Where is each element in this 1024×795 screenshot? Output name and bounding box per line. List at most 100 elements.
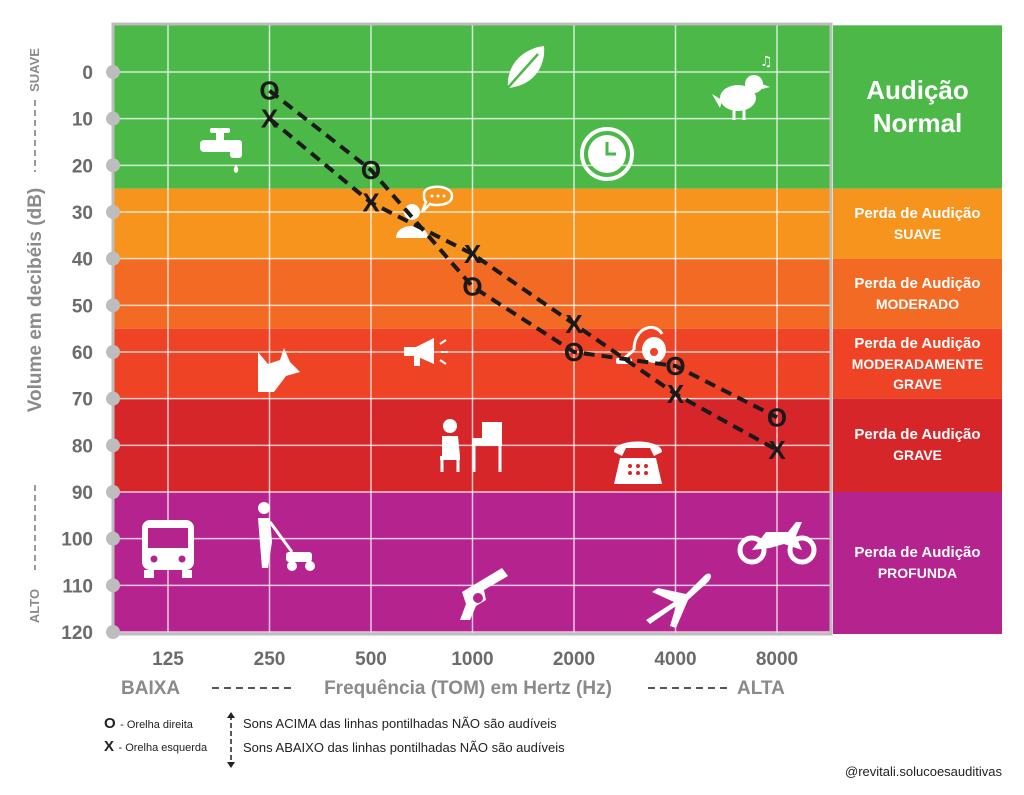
x-axis-label: Frequência (TOM) em Hertz (Hz) <box>324 678 612 699</box>
y-top-label: SUAVE <box>27 48 42 92</box>
legend-below-text: Sons ABAIXO das linhas pontilhadas NÃO s… <box>243 740 565 755</box>
band-label-bg-4 <box>833 398 1002 492</box>
band-label-bg-2 <box>833 258 1002 329</box>
band-label-line: SUAVE <box>893 225 942 242</box>
lawnmower-icon <box>258 502 315 571</box>
band-label-bg-5 <box>833 492 1002 634</box>
ytick-dot <box>106 158 120 173</box>
ytick-dot <box>106 111 120 126</box>
data-point-O: O <box>767 402 787 432</box>
xtick-label: 2000 <box>553 649 595 670</box>
ytick-label: 40 <box>72 250 93 271</box>
legend-left-ear: X - Orelha esquerda <box>104 738 207 756</box>
band-label-4: Perda de Audição GRAVE <box>833 399 1002 492</box>
band-label-line: Normal <box>872 107 963 138</box>
telephone-icon <box>614 441 662 484</box>
band-label-3: Perda de Audição MODERADAMENTE GRAVE <box>833 329 1002 399</box>
gun-icon <box>460 568 508 620</box>
x-low-label: BAIXA <box>121 678 180 699</box>
ytick-label: 90 <box>72 483 93 504</box>
band-label-bg-1 <box>833 188 1002 259</box>
airplane-icon <box>646 573 711 628</box>
credit-handle: @revitali.solucoesauditivas <box>845 764 1002 779</box>
data-point-X: X <box>667 379 685 409</box>
x-high-label: ALTA <box>737 678 785 699</box>
series-line-X <box>268 117 778 452</box>
data-point-X: X <box>464 239 482 269</box>
band-label-line: Perda de Audição <box>854 204 981 222</box>
ytick-label: 70 <box>72 390 93 411</box>
band-label-line: Perda de Audição <box>854 544 981 561</box>
data-point-O: O <box>259 76 279 106</box>
ytick-dot <box>106 625 120 639</box>
data-point-O: O <box>462 272 482 302</box>
ytick-label: 50 <box>72 296 93 317</box>
ytick-label: 100 <box>61 530 93 551</box>
ytick-dot <box>106 438 120 453</box>
faucet-icon <box>200 128 242 173</box>
band-label-line: Audição <box>866 74 969 105</box>
data-point-X: X <box>768 435 786 465</box>
ytick-label: 10 <box>72 110 93 131</box>
ytick-label: 110 <box>62 576 93 597</box>
ytick-dot <box>106 485 120 499</box>
clock-icon <box>580 127 634 181</box>
ytick-label: 20 <box>72 156 93 177</box>
legend-x-symbol: X <box>104 738 115 755</box>
legend-x-label: - Orelha esquerda <box>118 742 208 754</box>
band-label-line: MODERADO <box>875 295 960 312</box>
band-label-line: Perda de Audição <box>854 426 981 444</box>
bird-icon: ♫ <box>712 54 773 120</box>
dog-icon <box>258 348 300 392</box>
ytick-dot <box>106 65 120 79</box>
xtick-label: 125 <box>152 649 184 670</box>
ytick-dot <box>106 298 120 313</box>
megaphone-icon <box>404 338 448 366</box>
legend-right-ear: O - Orelha direita <box>104 715 193 733</box>
ytick-dot <box>106 251 120 266</box>
data-point-X: X <box>362 188 380 218</box>
band-label-1: Perda de Audição SUAVE <box>833 189 1002 259</box>
ytick-label: 30 <box>72 203 93 224</box>
xtick-label: 4000 <box>654 649 696 670</box>
band-label-5: Perda de Audição PROFUNDA <box>833 492 1002 634</box>
ytick-dot <box>106 531 120 546</box>
piano-player-icon <box>440 419 502 472</box>
legend-o-label: - Orelha direita <box>120 719 193 731</box>
legend-arrow-icon <box>227 712 235 768</box>
data-point-O: O <box>665 351 685 381</box>
ytick-dot <box>106 205 120 219</box>
band-label-line: GRAVE <box>893 447 942 464</box>
data-point-O: O <box>564 337 584 367</box>
svg-text:♫: ♫ <box>760 54 773 70</box>
ytick-label: 0 <box>82 63 93 84</box>
band-label-line: Perda de Audição <box>854 274 981 292</box>
ytick-label: 60 <box>72 343 93 364</box>
bus-icon <box>142 520 194 578</box>
legend-o-symbol: O <box>104 715 116 732</box>
y-axis-label: Volume em decibéis (dB) <box>25 188 46 413</box>
band-label-bg-0 <box>833 25 1002 189</box>
motorcycle-icon <box>737 522 817 565</box>
ytick-label: 120 <box>61 623 93 644</box>
xtick-label: 8000 <box>756 649 798 670</box>
ytick-dot <box>106 391 120 406</box>
legend-above-text: Sons ACIMA das linhas pontilhadas NÃO sã… <box>243 716 557 731</box>
band-label-2: Perda de Audição MODERADO <box>833 259 1002 329</box>
xtick-label: 500 <box>355 649 387 670</box>
data-point-X: X <box>261 104 279 134</box>
y-bottom-label: ALTO <box>27 589 42 623</box>
xtick-label: 1000 <box>451 649 493 670</box>
ytick-dot <box>106 578 120 593</box>
band-label-bg-3 <box>833 328 1002 399</box>
band-label-line: MODERADAMENTE <box>851 355 984 372</box>
xtick-label: 250 <box>254 649 286 670</box>
band-label-line: PROFUNDA <box>877 565 958 581</box>
band-label-0: Audição Normal <box>833 25 1002 188</box>
plot-frame <box>111 22 833 636</box>
data-point-X: X <box>565 309 583 339</box>
ytick-dot <box>106 345 120 359</box>
data-point-O: O <box>361 155 381 185</box>
series-line-O <box>268 89 778 420</box>
leaf-icon <box>503 46 545 93</box>
